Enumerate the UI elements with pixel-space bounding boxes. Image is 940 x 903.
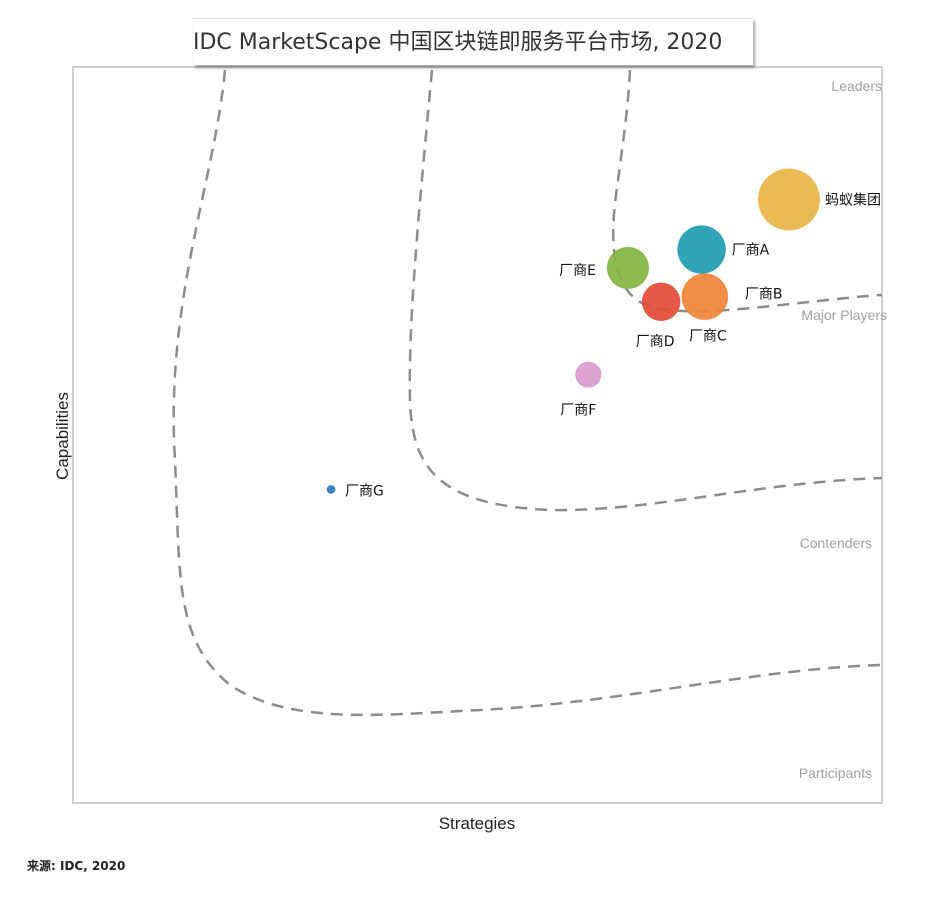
point-label-7: 厂商G [345,483,384,499]
zone-boundary-major-players [408,69,883,512]
point-1 [677,225,726,274]
zone-label-contenders: Contenders [800,535,872,551]
point-2 [681,273,729,320]
point-0 [757,168,820,231]
point-5 [606,246,650,290]
y-axis-label: Capabilities [53,392,72,480]
source-note: 来源: IDC, 2020 [27,859,126,873]
x-axis-label: Strategies [439,814,516,833]
title-box [193,18,753,65]
point-label-4: 厂商D [636,334,675,350]
point-label-2: 厂商B [745,287,783,303]
point-label-6: 厂商F [560,403,596,419]
point-label-0: 蚂蚁集团 [825,191,881,208]
point-label-3: 厂商C [689,329,727,345]
zone-boundary-leaders [612,69,883,313]
chart-title: IDC MarketScape 中国区块链即服务平台市场, 2020 [193,30,723,55]
plot-frame [72,66,883,804]
point-label-1: 厂商A [732,243,770,259]
zone-label-leaders: Leaders [831,78,882,94]
point-label-5: 厂商E [559,263,596,279]
point-4 [641,282,681,322]
point-6 [575,361,602,388]
zone-label-major-players: Major Players [801,307,887,323]
zone-label-participants: Participants [799,765,872,781]
point-7 [326,485,336,494]
zone-boundary-contenders [172,69,883,717]
